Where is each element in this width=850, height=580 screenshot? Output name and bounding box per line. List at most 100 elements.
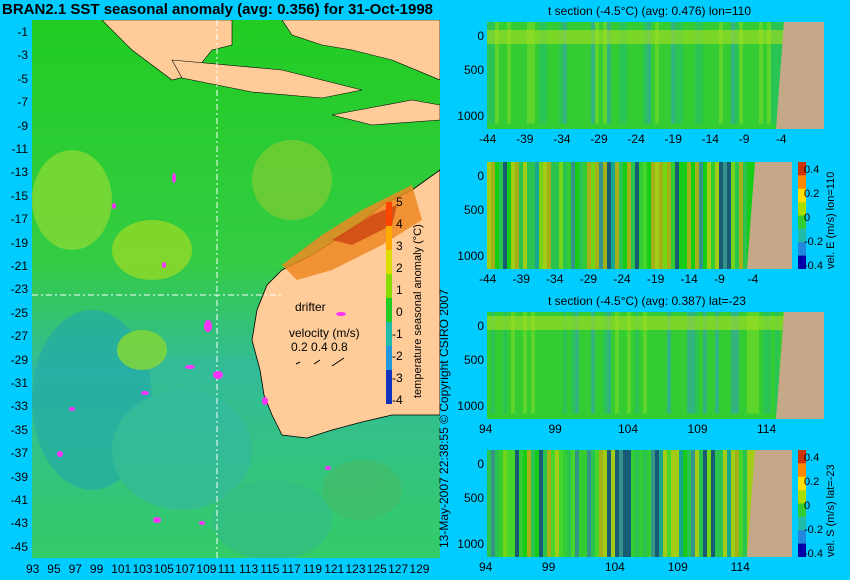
panel-x-tick: -19 [646, 272, 665, 286]
panel-y-tick: 500 [463, 203, 484, 217]
panel-y-tick: 1000 [457, 109, 484, 123]
map-x-tick: 115 [260, 562, 280, 576]
land-java [171, 59, 363, 99]
map-x-tick: 97 [68, 562, 82, 576]
panel-x-tick: -4 [747, 272, 759, 286]
panel-colorbar-label: vel. E (m/s) lon=110 [825, 171, 837, 269]
map-y-tick: -5 [17, 71, 28, 86]
section-panel [487, 22, 824, 129]
map-y-tick: -33 [10, 399, 28, 414]
panel-x-tick: -29 [590, 132, 608, 146]
panel-colorbar-tick: 0.2 [804, 476, 820, 488]
map-y-tick: -11 [11, 142, 28, 156]
map-y-tick: -45 [10, 539, 28, 554]
panel-x-tick: -14 [701, 132, 719, 146]
drifter-label: drifter [295, 300, 326, 314]
land-timor [331, 99, 440, 126]
section-panel [487, 162, 792, 269]
map-x-tick: 95 [47, 562, 61, 576]
drifter-dots [57, 173, 346, 525]
map-x-tick: 123 [345, 562, 366, 576]
land-borneo [281, 20, 440, 81]
map-x-tick: 127 [388, 562, 409, 576]
map-y-tick: -23 [10, 282, 28, 297]
land-mask [747, 162, 792, 269]
velocity-label: velocity (m/s) [289, 326, 360, 340]
map-x-tick: 99 [89, 562, 104, 576]
map-y-tick: -25 [10, 305, 28, 320]
panel-y-tick: 0 [477, 457, 484, 471]
map-x-tick: 107 [175, 562, 196, 576]
panel-x-tick: -14 [680, 272, 698, 286]
panel-y-tick: 1000 [457, 537, 484, 551]
panel-x-tick: -4 [775, 132, 787, 146]
panel-x-tick: -19 [664, 132, 682, 146]
map-y-tick: -35 [10, 422, 28, 437]
panel-colorbar-label: vel. S (m/s) lat=-23 [825, 464, 837, 557]
section-panel [487, 450, 792, 557]
panel-x-tick: -34 [553, 132, 571, 146]
velocity-arrows [295, 357, 345, 367]
map-y-tick: -7 [17, 95, 28, 110]
map-x-tick: 129 [409, 562, 430, 576]
panel-colorbar-tick: 0 [804, 500, 811, 512]
panel-x-tick: -9 [738, 132, 750, 146]
map-y-tick: -9 [17, 118, 28, 133]
panel-x-tick: 99 [548, 422, 562, 436]
map-x-tick: 121 [324, 562, 345, 576]
land-mask [776, 312, 824, 419]
panel-x-tick: 114 [730, 560, 750, 574]
sst-map [32, 20, 440, 558]
panel-y-tick: 0 [477, 319, 484, 333]
land-mask [776, 22, 824, 129]
panel-x-tick: 109 [667, 560, 688, 574]
panel-x-tick: -39 [516, 132, 534, 146]
panel-x-tick: -29 [579, 272, 598, 286]
map-y-ticks: -1 -3 -5 -7 -9 -11 -13 -15 -17 -19 -21 -23 -25 -27 -29… [0, 20, 30, 560]
map-y-tick: -19 [10, 235, 28, 250]
map-x-tick: 105 [153, 562, 174, 576]
anomaly-patches [32, 140, 402, 558]
panel-y-tick: 1000 [457, 399, 484, 413]
panel-colorbar-tick: -0.2 [804, 236, 823, 248]
panel-colorbar-tick: -0.4 [804, 548, 823, 560]
map-x-tick: 125 [366, 562, 387, 576]
panel-x-tick: 104 [604, 560, 625, 574]
panel-colorbar-tick: -0.4 [804, 260, 823, 272]
panel-x-tick: 104 [618, 422, 639, 436]
map-y-tick: -43 [10, 516, 28, 531]
panel-colorbar-tick: 0.2 [804, 188, 820, 200]
panel-x-tick: 109 [687, 422, 708, 436]
panel-y-tick: 500 [463, 353, 484, 367]
panel-x-tick: 99 [541, 560, 556, 574]
panel-x-tick: -9 [714, 272, 725, 286]
panel-y-tick: 0 [477, 169, 484, 183]
panel-x-tick: -44 [479, 132, 497, 146]
map-y-tick: -21 [10, 259, 28, 273]
land-mask [747, 450, 792, 557]
map-x-tick: 111 [217, 562, 236, 576]
panel-x-tick: -39 [512, 272, 530, 286]
panel-y-tick: 0 [477, 29, 484, 43]
map-y-tick: -13 [10, 165, 28, 180]
map-x-tick: 93 [26, 562, 40, 576]
map-x-tick: 119 [302, 562, 323, 576]
panel-title: t section (-4.5°C) (avg: 0.476) lon=110 [548, 4, 752, 18]
panel-x-tick: 114 [757, 422, 777, 436]
panel-x-tick: 94 [479, 422, 493, 436]
map-x-tick: 109 [196, 562, 217, 576]
panel-x-tick: -24 [627, 132, 645, 146]
panel-x-tick: -34 [546, 272, 564, 286]
map-x-tick: 103 [132, 562, 153, 576]
main-title: BRAN2.1 SST seasonal anomaly (avg: 0.356… [2, 1, 434, 18]
velocity-values: 0.2 0.4 0.8 [291, 340, 348, 354]
panel-colorbar-tick: 0.4 [804, 452, 820, 464]
map-x-tick: 101 [111, 562, 132, 576]
map-y-tick: -15 [10, 188, 28, 203]
map-y-tick: -39 [10, 469, 28, 484]
map-y-tick: -17 [10, 212, 28, 227]
panel-y-tick: 500 [463, 491, 484, 505]
panel-colorbar-tick: 0 [804, 212, 811, 224]
panel-colorbar-tick: -0.2 [804, 524, 823, 536]
copyright: 13-May-2007 22:38:55 © Copyright CSIRO 2… [437, 289, 451, 548]
